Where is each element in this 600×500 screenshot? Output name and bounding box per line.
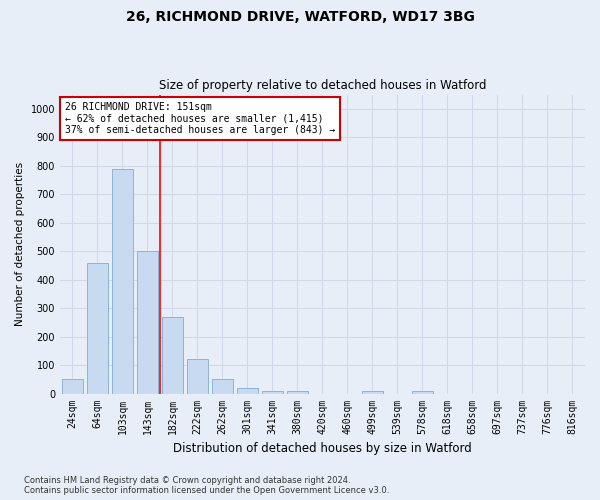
Bar bbox=[187, 360, 208, 394]
Bar bbox=[162, 316, 183, 394]
Bar bbox=[237, 388, 258, 394]
Bar bbox=[62, 380, 83, 394]
Bar bbox=[287, 390, 308, 394]
Bar bbox=[412, 390, 433, 394]
Bar bbox=[112, 168, 133, 394]
Bar bbox=[137, 251, 158, 394]
Text: Contains HM Land Registry data © Crown copyright and database right 2024.
Contai: Contains HM Land Registry data © Crown c… bbox=[24, 476, 389, 495]
X-axis label: Distribution of detached houses by size in Watford: Distribution of detached houses by size … bbox=[173, 442, 472, 455]
Bar bbox=[262, 390, 283, 394]
Title: Size of property relative to detached houses in Watford: Size of property relative to detached ho… bbox=[159, 79, 486, 92]
Bar bbox=[212, 380, 233, 394]
Text: 26 RICHMOND DRIVE: 151sqm
← 62% of detached houses are smaller (1,415)
37% of se: 26 RICHMOND DRIVE: 151sqm ← 62% of detac… bbox=[65, 102, 335, 135]
Bar bbox=[362, 390, 383, 394]
Bar bbox=[87, 262, 108, 394]
Y-axis label: Number of detached properties: Number of detached properties bbox=[15, 162, 25, 326]
Text: 26, RICHMOND DRIVE, WATFORD, WD17 3BG: 26, RICHMOND DRIVE, WATFORD, WD17 3BG bbox=[125, 10, 475, 24]
